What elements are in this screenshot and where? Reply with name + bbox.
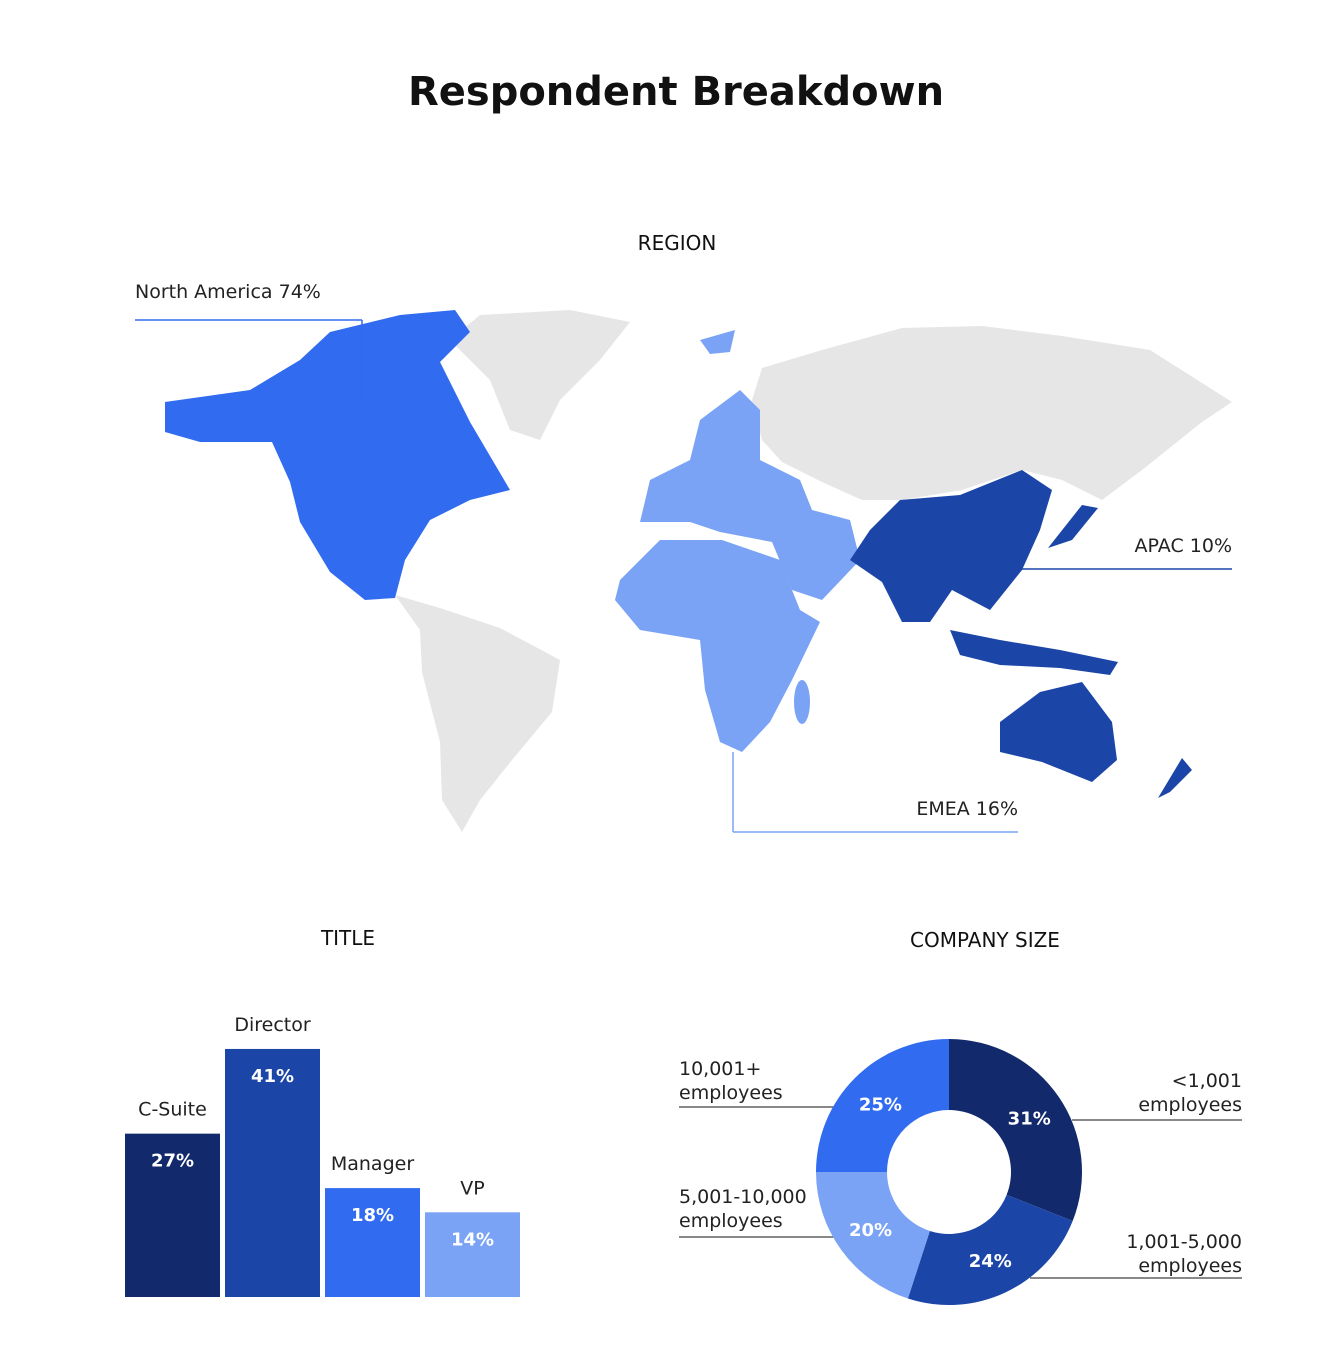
donut-value-label: 20% xyxy=(849,1220,892,1241)
donut-category: 1,001-5,000 employees xyxy=(1126,1231,1242,1277)
bar-category: Manager xyxy=(331,1153,414,1175)
donut-value-label: 31% xyxy=(1008,1108,1051,1129)
region-label: EMEA 16% xyxy=(916,798,1018,820)
bar xyxy=(425,1212,520,1297)
map-title: REGION xyxy=(638,231,717,255)
donut-title: COMPANY SIZE xyxy=(910,928,1060,952)
region-shape xyxy=(794,680,810,724)
region-shape xyxy=(640,390,860,600)
apac xyxy=(850,470,1192,798)
bar-value-label: 27% xyxy=(151,1151,194,1172)
region-shape xyxy=(1000,682,1117,782)
region-label: APAC 10% xyxy=(1135,535,1232,557)
north-asia xyxy=(752,326,1232,500)
region-shape xyxy=(950,630,1118,675)
bar-value-label: 41% xyxy=(251,1066,294,1087)
greenland xyxy=(450,310,630,440)
south-america xyxy=(395,595,560,832)
donut-category: <1,001 employees xyxy=(1138,1070,1242,1116)
donut-segment xyxy=(907,1194,1073,1305)
region-shape xyxy=(850,470,1052,622)
region-shape xyxy=(700,330,735,354)
bar xyxy=(125,1133,220,1297)
donut-value-label: 24% xyxy=(969,1251,1012,1272)
region-shape xyxy=(1048,505,1098,548)
page-title: Respondent Breakdown xyxy=(408,69,944,115)
north-america xyxy=(165,310,510,600)
map xyxy=(135,310,1232,833)
donut-segment xyxy=(816,1172,930,1299)
bar-value-label: 14% xyxy=(451,1229,494,1250)
region-shape xyxy=(615,540,820,752)
donut-segment xyxy=(816,1039,949,1172)
region-shape xyxy=(1158,758,1192,798)
donut-segment xyxy=(949,1039,1082,1221)
region-shape xyxy=(165,310,510,600)
emea xyxy=(615,330,860,752)
donut-value-label: 25% xyxy=(859,1094,902,1115)
region-value: 16% xyxy=(976,798,1018,820)
bar-title: TITLE xyxy=(320,926,375,950)
bar xyxy=(225,1048,320,1297)
donut-callouts xyxy=(679,1106,1242,1279)
donut-category: 5,001-10,000 employees xyxy=(679,1186,807,1232)
donut-category: 10,001+ employees xyxy=(679,1058,783,1104)
region-value: 10% xyxy=(1190,535,1232,557)
region-name: North America xyxy=(135,281,273,303)
bar xyxy=(325,1188,420,1297)
region-name: APAC xyxy=(1135,535,1184,557)
region-name: EMEA xyxy=(916,798,969,820)
bar-value-label: 18% xyxy=(351,1205,394,1226)
region-value: 74% xyxy=(279,281,321,303)
bar-category: VP xyxy=(460,1177,484,1199)
bar-category: C-Suite xyxy=(138,1099,207,1121)
bar-category: Director xyxy=(234,1014,311,1036)
region-label: North America 74% xyxy=(135,281,321,303)
